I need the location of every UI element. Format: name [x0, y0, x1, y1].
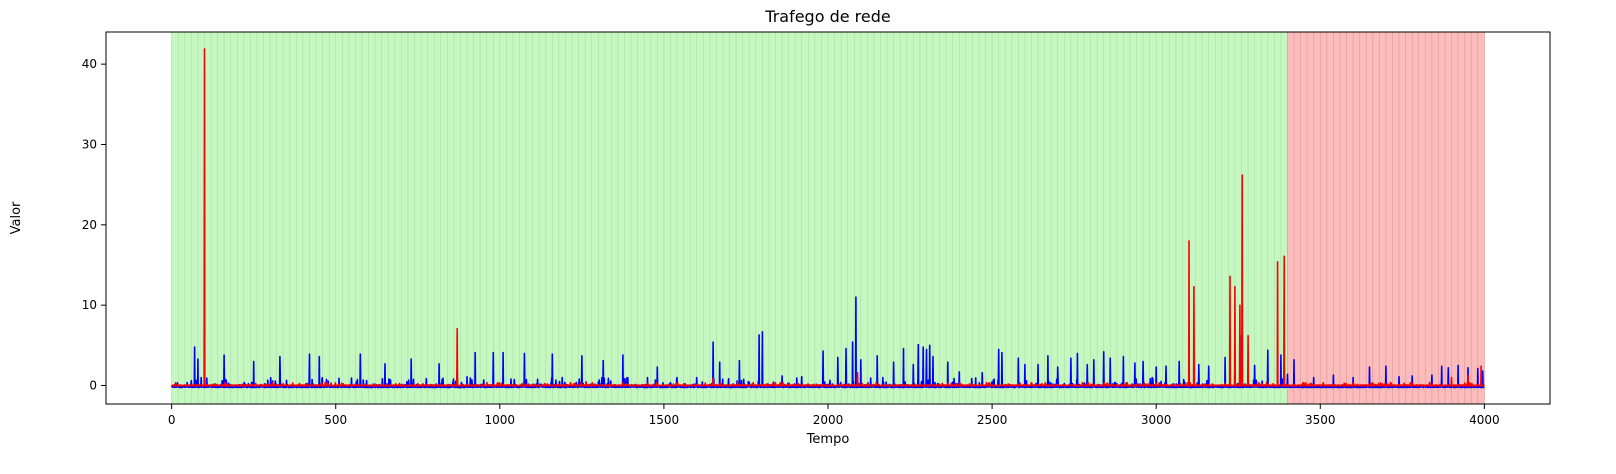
y-tick-label: 0	[89, 379, 97, 393]
x-tick-label: 3000	[1141, 413, 1172, 427]
x-tick-label: 1500	[649, 413, 680, 427]
chart-title: Trafego de rede	[764, 7, 890, 26]
x-axis-ticks: 0 500 1000 1500 2000 2500 3000 3500 4000	[168, 404, 1500, 427]
y-tick-label: 30	[82, 137, 97, 151]
y-tick-label: 10	[82, 298, 97, 312]
x-tick-label: 2000	[813, 413, 844, 427]
y-axis-ticks: 0 10 20 30 40	[82, 57, 106, 393]
x-tick-label: 500	[324, 413, 347, 427]
series-lines	[170, 48, 1485, 389]
background-stripes-1	[171, 32, 1288, 404]
x-tick-label: 1000	[485, 413, 516, 427]
x-tick-label: 4000	[1469, 413, 1500, 427]
x-tick-label: 2500	[977, 413, 1008, 427]
x-tick-label: 0	[168, 413, 176, 427]
x-axis-label: Tempo	[806, 432, 850, 447]
y-axis-label: Valor	[9, 201, 24, 234]
background-stripes-2	[1287, 32, 1485, 404]
series-line-2	[171, 48, 1485, 387]
y-tick-label: 20	[82, 218, 97, 232]
background-regions	[171, 32, 1485, 404]
series-line-1	[170, 296, 1485, 389]
x-tick-label: 3500	[1305, 413, 1336, 427]
y-tick-label: 40	[82, 57, 97, 71]
